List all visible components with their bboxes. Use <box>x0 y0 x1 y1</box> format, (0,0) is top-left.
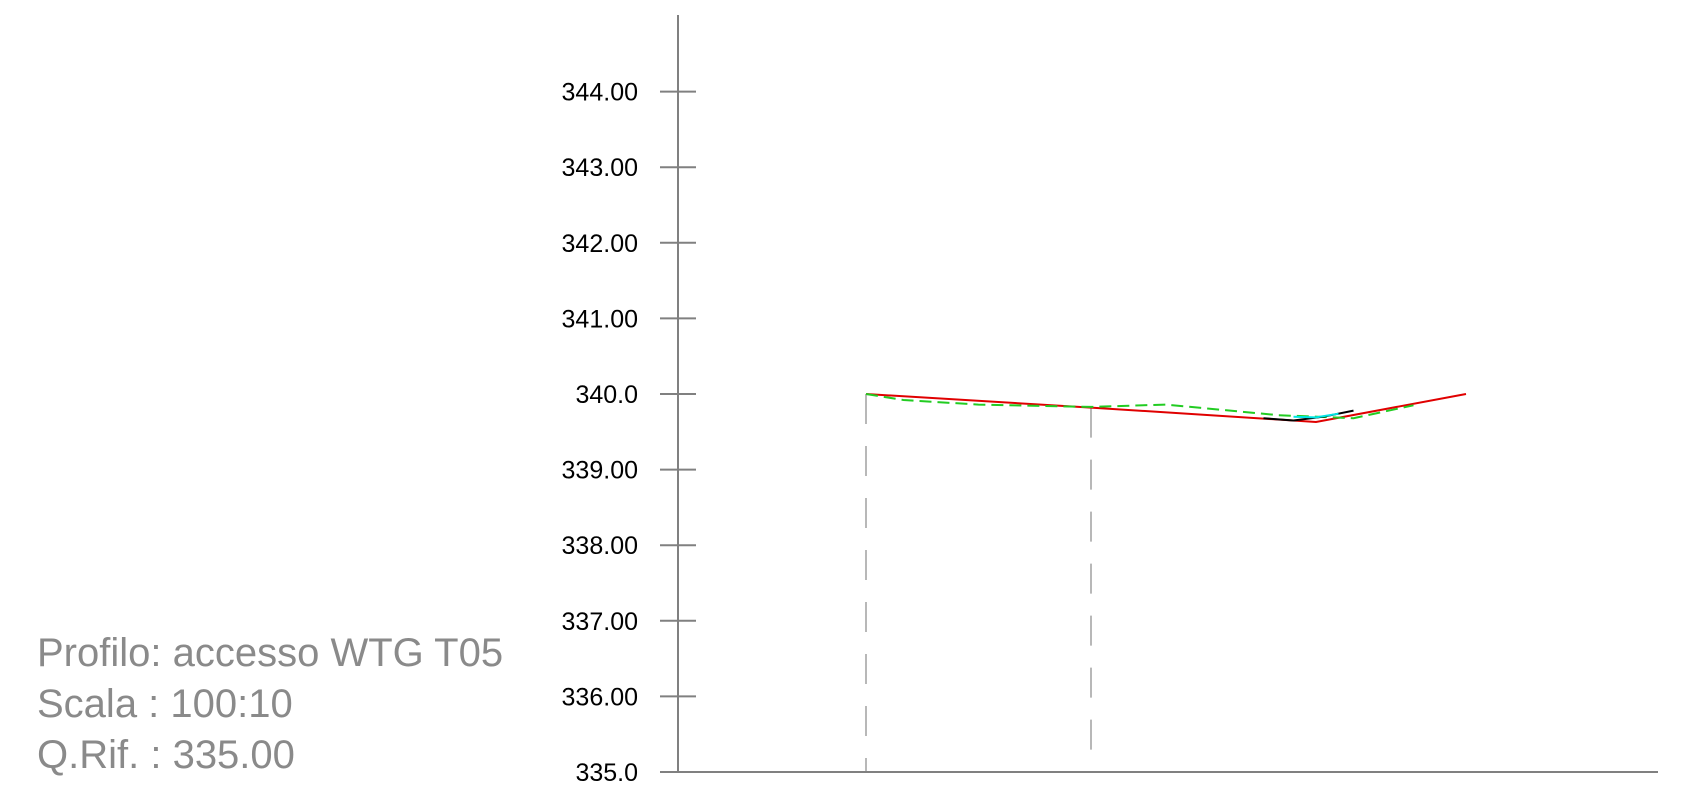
vertical-guides <box>865 394 1092 772</box>
series-line-2 <box>1263 409 1354 422</box>
axes <box>677 15 1658 773</box>
series-line-0 <box>865 393 1467 424</box>
y-tick-label-2: 342.00 <box>562 230 638 258</box>
y-ticks: 344.00 343.00 342.00 341.00 340.0 339.00 338.0… <box>562 79 696 787</box>
y-tick-label-6: 338.00 <box>562 532 638 560</box>
y-tick-label-0: 344.00 <box>562 79 638 107</box>
scale-label: Scala : 100:10 <box>37 682 293 726</box>
y-tick-label-4: 340.0 <box>575 381 638 409</box>
profile-info: Profilo: accesso WTG T05 Scala : 100:10 … <box>37 628 503 781</box>
series-line-3 <box>1293 412 1339 419</box>
y-tick-label-7: 337.00 <box>562 608 638 636</box>
series-line-1 <box>865 393 1414 420</box>
reference-elevation: Q.Rif. : 335.00 <box>37 733 295 777</box>
y-tick-label-1: 343.00 <box>562 154 638 182</box>
y-tick-label-8: 336.00 <box>562 683 638 711</box>
y-tick-label-3: 341.00 <box>562 305 638 333</box>
profile-title: Profilo: accesso WTG T05 <box>37 631 504 675</box>
series <box>865 393 1467 424</box>
y-tick-label-5: 339.00 <box>562 457 638 485</box>
y-tick-label-9: 335.0 <box>575 759 638 787</box>
